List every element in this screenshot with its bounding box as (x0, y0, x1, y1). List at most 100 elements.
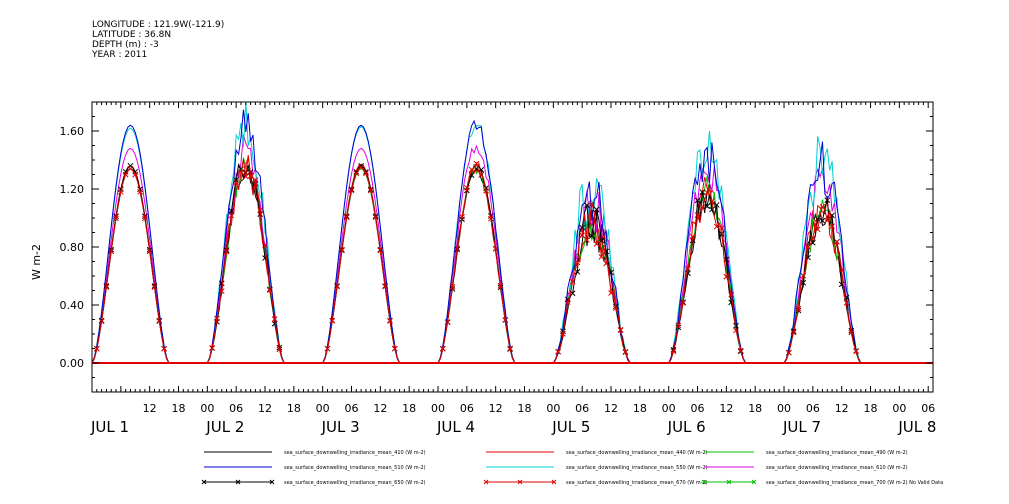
series-marker-sea-surface-downwelling-irradiance-mean-670-w-m-2- (223, 248, 230, 255)
series-marker-sea-surface-downwelling-irradiance-mean-670-w-m-2- (214, 315, 220, 322)
series-marker-sea-surface-downwelling-irradiance-mean-670-w-m-2- (680, 300, 686, 306)
series-marker-sea-surface-downwelling-irradiance-mean-650-w-m-2- (233, 177, 240, 183)
series-marker-sea-surface-downwelling-irradiance-mean-670-w-m-2- (468, 166, 475, 173)
series-marker-sea-surface-downwelling-irradiance-mean-670-w-m-2- (502, 317, 509, 324)
series-marker-sea-surface-downwelling-irradiance-mean-670-w-m-2- (444, 319, 451, 326)
series-marker-sea-surface-downwelling-irradiance-mean-670-w-m-2- (670, 348, 677, 355)
series-marker-sea-surface-downwelling-irradiance-mean-670-w-m-2- (622, 348, 629, 355)
x-hour-label: 18 (402, 402, 416, 415)
series-marker-sea-surface-downwelling-irradiance-mean-670-w-m-2- (262, 242, 268, 249)
x-day-label: JUL 2 (205, 418, 244, 436)
series-marker-sea-surface-downwelling-irradiance-mean-670-w-m-2- (252, 177, 259, 183)
x-hour-label: 18 (518, 402, 532, 415)
series-marker-sea-surface-downwelling-irradiance-mean-670-w-m-2- (569, 278, 576, 285)
series-marker-sea-surface-downwelling-irradiance-mean-670-w-m-2- (617, 327, 624, 334)
series-marker-sea-surface-downwelling-irradiance-mean-670-w-m-2- (372, 214, 379, 221)
series-marker-sea-surface-downwelling-irradiance-mean-670-w-m-2- (848, 329, 855, 336)
x-day-label: JUL 8 (897, 418, 936, 436)
series-marker-sea-surface-downwelling-irradiance-mean-670-w-m-2- (838, 266, 845, 273)
legend-entry-1: sea_surface_downwelling_irradiance_mean_… (284, 450, 426, 456)
axis-layer: 0.00 0.40 0.80 1.20 1.60 12 18 00 06 12 18 00 06 12 18… (60, 101, 936, 436)
series-marker-sea-surface-downwelling-irradiance-mean-670-w-m-2- (151, 284, 158, 290)
series-marker-sea-surface-downwelling-irradiance-mean-670-w-m-2- (843, 299, 850, 306)
series-marker-sea-surface-downwelling-irradiance-mean-670-w-m-2- (675, 322, 682, 329)
series-marker-sea-surface-downwelling-irradiance-mean-670-w-m-2- (560, 330, 566, 337)
legend-entry-4: sea_surface_downwelling_irradiance_mean_… (284, 465, 426, 471)
series-marker-sea-surface-downwelling-irradiance-mean-670-w-m-2- (218, 288, 225, 294)
series-marker-sea-surface-downwelling-irradiance-mean-670-w-m-2- (238, 169, 244, 175)
x-day-label: JUL 4 (436, 418, 475, 436)
series-marker-sea-surface-downwelling-irradiance-mean-650-w-m-2- (271, 320, 278, 327)
series-marker-sea-surface-downwelling-irradiance-mean-670-w-m-2- (497, 282, 504, 289)
series-marker-sea-surface-downwelling-irradiance-mean-670-w-m-2- (98, 318, 105, 325)
series-marker-sea-surface-downwelling-irradiance-mean-670-w-m-2- (382, 283, 389, 290)
series-marker-sea-surface-downwelling-irradiance-mean-670-w-m-2- (343, 214, 350, 221)
series-marker-sea-surface-downwelling-irradiance-mean-670-w-m-2- (142, 215, 148, 222)
x-hour-label: 12 (604, 402, 618, 415)
series-marker-sea-surface-downwelling-irradiance-mean-670-w-m-2- (704, 189, 710, 196)
series-marker-sea-surface-downwelling-irradiance-mean-670-w-m-2- (689, 233, 696, 240)
series-marker-sea-surface-downwelling-irradiance-mean-650-w-m-2- (733, 322, 739, 329)
series-marker-sea-surface-downwelling-irradiance-mean-670-w-m-2- (588, 200, 595, 207)
series-marker-sea-surface-downwelling-irradiance-mean-670-w-m-2- (728, 291, 735, 298)
series-marker-sea-surface-downwelling-irradiance-mean-670-w-m-2- (612, 305, 619, 311)
series-marker-sea-surface-downwelling-irradiance-mean-670-w-m-2- (122, 171, 129, 178)
legend-entry-3: sea_surface_downwelling_irradiance_mean_… (766, 450, 908, 456)
legend-marker (483, 479, 489, 485)
series-marker-sea-surface-downwelling-irradiance-mean-670-w-m-2- (156, 318, 163, 325)
series-marker-sea-surface-downwelling-irradiance-mean-670-w-m-2- (593, 241, 600, 247)
series-marker-sea-surface-downwelling-irradiance-mean-670-w-m-2- (459, 213, 465, 220)
series-marker-sea-surface-downwelling-irradiance-mean-670-w-m-2- (603, 260, 610, 267)
x-hour-label: 06 (460, 402, 474, 415)
series-line-sea-surface-downwelling-irradiance-mean-670-w-m-2- (91, 155, 933, 364)
x-day-label: JUL 3 (321, 418, 360, 436)
legend-marker (235, 479, 241, 485)
series-marker-sea-surface-downwelling-irradiance-mean-670-w-m-2- (733, 327, 739, 334)
series-marker-sea-surface-downwelling-irradiance-mean-670-w-m-2- (363, 170, 369, 177)
series-marker-sea-surface-downwelling-irradiance-mean-670-w-m-2- (339, 247, 345, 254)
series-marker-sea-surface-downwelling-irradiance-mean-650-w-m-2- (478, 166, 485, 173)
series-marker-sea-surface-downwelling-irradiance-mean-670-w-m-2- (367, 187, 374, 194)
x-hour-label: 12 (258, 402, 272, 415)
x-hour-label: 18 (748, 402, 762, 415)
series-marker-sea-surface-downwelling-irradiance-mean-670-w-m-2- (377, 247, 384, 254)
series-marker-sea-surface-downwelling-irradiance-mean-670-w-m-2- (685, 265, 691, 272)
series-marker-sea-surface-downwelling-irradiance-mean-670-w-m-2- (574, 259, 581, 266)
series-marker-sea-surface-downwelling-irradiance-mean-650-w-m-2- (824, 197, 831, 203)
legend-entry-7: sea_surface_downwelling_irradiance_mean_… (284, 480, 426, 486)
x-hour-label: 06 (575, 402, 589, 415)
series-marker-sea-surface-downwelling-irradiance-mean-670-w-m-2- (805, 243, 811, 250)
x-day-label: JUL 7 (782, 418, 821, 436)
series-marker-sea-surface-downwelling-irradiance-mean-670-w-m-2- (266, 287, 273, 293)
x-hour-label: 00 (200, 402, 214, 415)
series-marker-sea-surface-downwelling-irradiance-mean-670-w-m-2- (276, 346, 283, 353)
x-hour-label: 00 (431, 402, 445, 415)
series-line-sea-surface-downwelling-irradiance-mean-610-w-m-2- (91, 134, 933, 364)
x-hour-label: 12 (835, 402, 849, 415)
metadata-depth: DEPTH (m) : -3 (92, 40, 159, 50)
series-marker-sea-surface-downwelling-irradiance-mean-670-w-m-2- (488, 215, 494, 222)
series-marker-sea-surface-downwelling-irradiance-mean-670-w-m-2- (819, 203, 826, 210)
series-marker-sea-surface-downwelling-irradiance-mean-670-w-m-2- (694, 212, 701, 218)
series-marker-sea-surface-downwelling-irradiance-mean-670-w-m-2- (449, 283, 456, 290)
series-marker-sea-surface-downwelling-irradiance-mean-670-w-m-2- (723, 273, 730, 280)
series-marker-sea-surface-downwelling-irradiance-mean-650-w-m-2- (704, 203, 710, 210)
x-hour-label: 00 (892, 402, 906, 415)
series-marker-sea-surface-downwelling-irradiance-mean-670-w-m-2- (247, 173, 254, 179)
x-day-label: JUL 6 (667, 418, 706, 436)
series-marker-sea-surface-downwelling-irradiance-mean-670-w-m-2- (127, 165, 134, 172)
x-hour-label: 06 (806, 402, 820, 415)
y-tick-label: 0.80 (60, 241, 85, 254)
series-marker-sea-surface-downwelling-irradiance-mean-670-w-m-2- (334, 283, 340, 290)
series-marker-sea-surface-downwelling-irradiance-mean-670-w-m-2- (233, 179, 240, 185)
x-hour-label: 00 (662, 402, 676, 415)
series-marker-sea-surface-downwelling-irradiance-mean-670-w-m-2- (108, 248, 115, 255)
x-hour-label: 06 (691, 402, 705, 415)
legend-marker (551, 479, 557, 485)
series-marker-sea-surface-downwelling-irradiance-mean-670-w-m-2- (93, 345, 100, 352)
series-marker-sea-surface-downwelling-irradiance-mean-670-w-m-2- (478, 172, 485, 178)
series-marker-sea-surface-downwelling-irradiance-mean-670-w-m-2- (353, 170, 360, 177)
series-marker-sea-surface-downwelling-irradiance-mean-670-w-m-2- (137, 188, 143, 195)
series-marker-sea-surface-downwelling-irradiance-mean-670-w-m-2- (814, 226, 821, 233)
